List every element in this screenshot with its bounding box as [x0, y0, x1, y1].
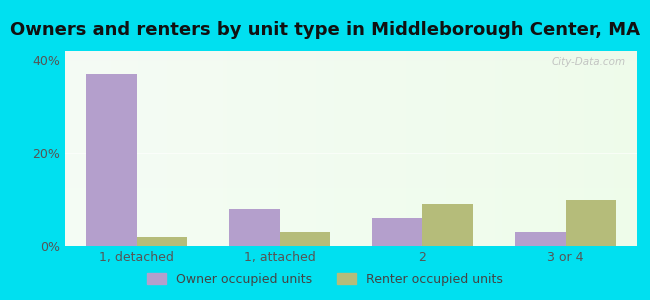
Text: Owners and renters by unit type in Middleborough Center, MA: Owners and renters by unit type in Middl… [10, 21, 640, 39]
Legend: Owner occupied units, Renter occupied units: Owner occupied units, Renter occupied un… [142, 268, 508, 291]
Bar [86, 74, 136, 246]
Bar [136, 237, 187, 246]
Bar [422, 204, 473, 246]
Bar [515, 232, 566, 246]
Text: City-Data.com: City-Data.com [551, 57, 625, 67]
Bar [229, 209, 280, 246]
Bar [566, 200, 616, 246]
Bar [280, 232, 330, 246]
Bar [372, 218, 423, 246]
